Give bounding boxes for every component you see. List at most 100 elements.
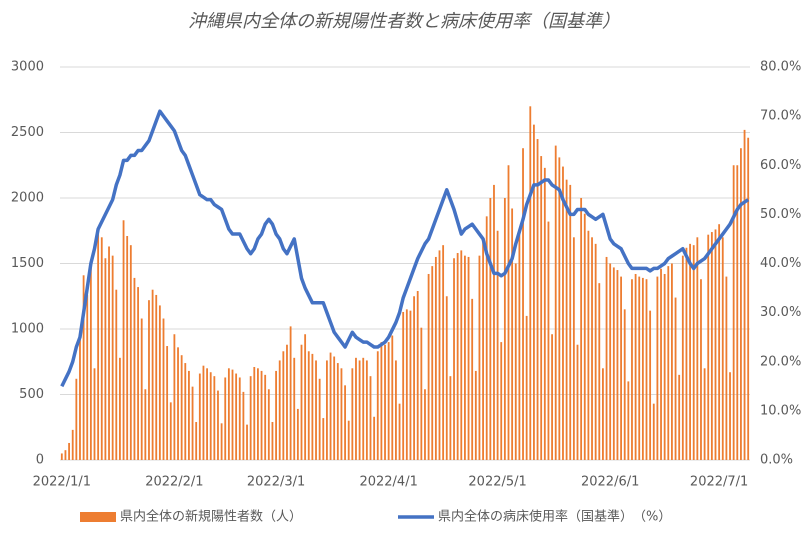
bar	[307, 351, 310, 460]
bar	[747, 137, 750, 461]
bar	[137, 287, 139, 460]
bar	[296, 408, 299, 460]
bar	[249, 376, 252, 460]
y2-tick-label: 10.0%	[760, 403, 801, 418]
bar	[645, 279, 648, 460]
bar	[696, 237, 699, 460]
bar	[714, 229, 717, 460]
bar	[453, 258, 455, 460]
bar	[169, 402, 172, 460]
bar	[217, 390, 219, 460]
bar	[133, 277, 136, 460]
bar	[681, 255, 684, 460]
bar	[543, 167, 546, 460]
bar	[489, 198, 492, 460]
bar	[71, 429, 74, 460]
y-tick-label: 0	[36, 453, 44, 468]
bar	[649, 310, 652, 460]
bar	[198, 373, 201, 460]
bar	[725, 276, 728, 460]
bar	[427, 273, 430, 460]
bar	[551, 334, 553, 460]
bar	[572, 237, 575, 460]
bar	[60, 453, 63, 460]
bar	[478, 255, 481, 460]
bar	[471, 298, 474, 460]
bar	[166, 346, 169, 460]
y-tick-label: 500	[19, 387, 44, 402]
bar	[395, 360, 397, 460]
bar	[100, 237, 103, 460]
bar	[743, 129, 746, 460]
bar	[380, 342, 383, 460]
bar	[656, 276, 659, 460]
bar	[79, 331, 81, 460]
bar	[376, 351, 379, 460]
bar	[700, 279, 702, 460]
bar	[442, 245, 445, 460]
x-tick-label: 2022/2/1	[145, 475, 203, 490]
y2-tick-label: 70.0%	[760, 109, 801, 124]
bar	[434, 256, 437, 460]
bar	[612, 267, 615, 460]
bar	[144, 389, 147, 460]
bar	[68, 442, 70, 460]
bar	[177, 347, 179, 460]
bar	[620, 276, 622, 460]
bar	[736, 165, 739, 460]
bar	[587, 230, 590, 460]
bar	[641, 277, 644, 460]
bar	[402, 311, 405, 460]
bar	[721, 237, 724, 460]
bar	[638, 276, 641, 460]
y-tick-label: 2000	[11, 191, 44, 206]
bar	[97, 230, 100, 460]
bar	[692, 245, 695, 460]
bar	[213, 376, 216, 460]
bar	[315, 360, 317, 460]
bar	[129, 245, 132, 460]
bar	[235, 373, 238, 460]
y-tick-label: 3000	[11, 60, 44, 75]
bar	[326, 360, 328, 460]
bar	[485, 216, 488, 460]
bar	[82, 275, 85, 460]
bar	[667, 266, 670, 460]
bar	[369, 376, 372, 460]
bar	[445, 296, 448, 460]
bar	[718, 224, 721, 460]
bar	[569, 184, 572, 460]
bar	[336, 363, 339, 460]
bar	[554, 145, 557, 460]
x-tick-label: 2022/5/1	[468, 475, 526, 490]
y2-tick-label: 20.0%	[760, 354, 801, 369]
bar	[631, 279, 633, 460]
bar	[729, 372, 731, 460]
bar	[351, 368, 354, 460]
bar	[242, 391, 245, 460]
bar	[522, 148, 524, 460]
bar	[391, 335, 394, 460]
bar	[111, 255, 114, 460]
bar	[525, 315, 528, 460]
bar	[86, 294, 89, 460]
bar	[547, 221, 550, 460]
y-tick-label: 1000	[11, 322, 44, 337]
bar	[267, 389, 270, 460]
legend-label: 県内全体の病床使用率（国基準） （%）	[438, 509, 671, 525]
bar	[416, 291, 419, 460]
bar	[507, 165, 510, 460]
bar	[358, 360, 361, 460]
bar	[511, 208, 514, 460]
bar	[140, 318, 143, 460]
bar	[678, 374, 681, 460]
bar	[206, 368, 208, 460]
bar	[456, 253, 459, 460]
bar	[329, 352, 332, 460]
bar	[293, 357, 296, 460]
bar	[405, 309, 408, 460]
bar	[151, 289, 154, 460]
bar	[195, 422, 198, 460]
bar	[224, 377, 227, 460]
